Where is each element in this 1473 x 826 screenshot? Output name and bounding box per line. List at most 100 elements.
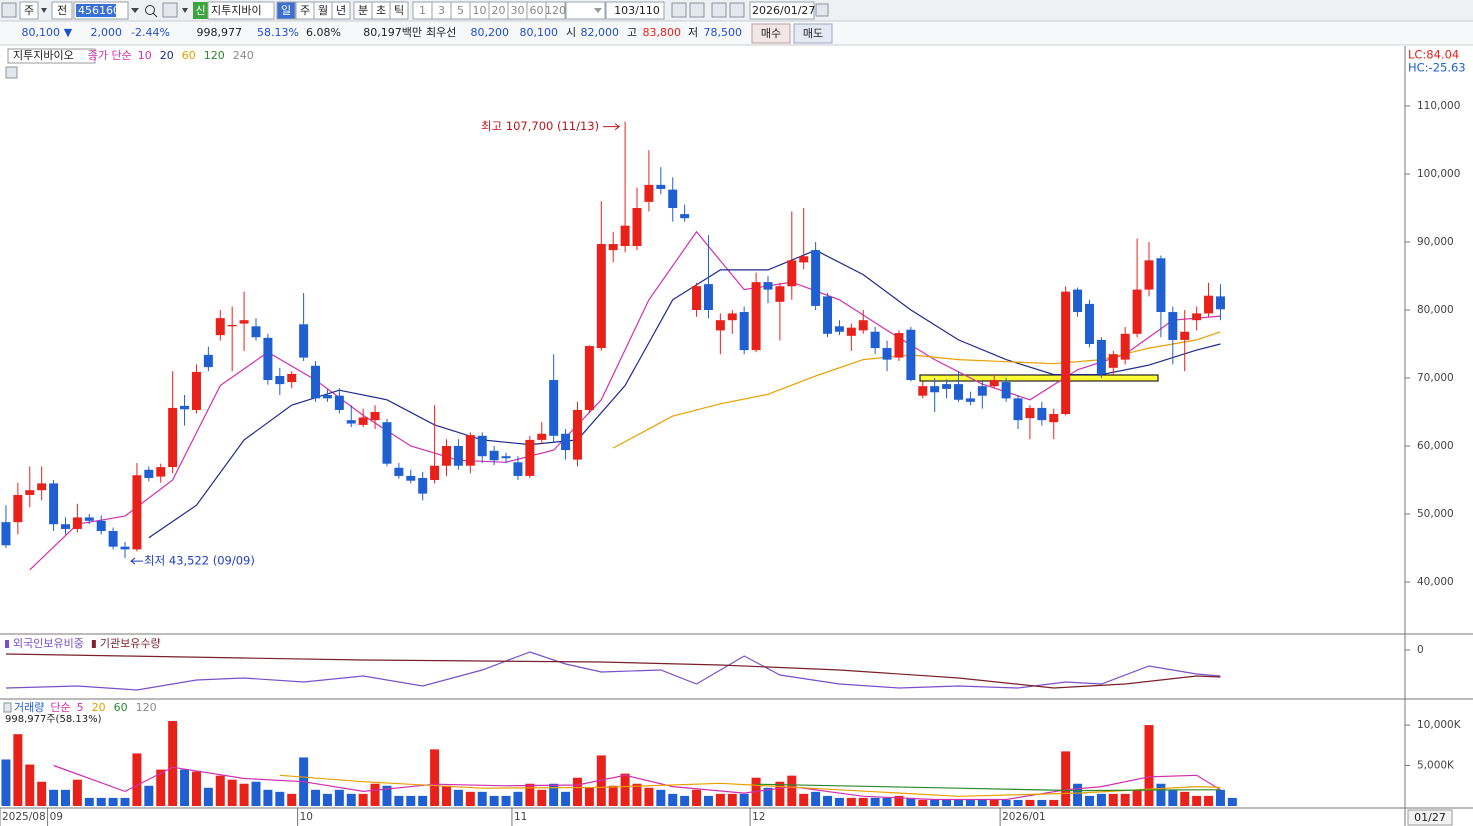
volume-bar (680, 795, 690, 806)
volume-bar (72, 779, 82, 806)
min-arrow (130, 557, 144, 565)
interval-button[interactable] (545, 1, 566, 20)
tool-icon[interactable] (689, 2, 705, 18)
volume-bar (227, 779, 237, 806)
interval[interactable]: 10 (473, 4, 487, 17)
search-icon[interactable] (145, 5, 155, 15)
blank-select[interactable] (565, 1, 606, 20)
period[interactable]: 주 (300, 4, 310, 17)
y-tick-label: 80,000 (1417, 304, 1454, 316)
candle-body (906, 329, 916, 381)
candle-body (632, 207, 642, 247)
chart-title: 지투지바이오 (13, 49, 74, 62)
sell[interactable]: 매도 (803, 27, 823, 40)
sound-icon[interactable] (162, 2, 178, 18)
dropdown[interactable] (41, 8, 47, 13)
buy[interactable]: 매수 (761, 27, 781, 40)
volume-bar (1, 759, 11, 806)
settings-icon[interactable] (729, 2, 745, 18)
legend-entry: 240 (233, 49, 254, 62)
market-box[interactable] (19, 1, 39, 20)
menu-icon[interactable] (1, 2, 17, 18)
date-box[interactable] (749, 1, 815, 20)
period-button[interactable] (276, 1, 296, 20)
tool-icon[interactable] (671, 2, 687, 18)
volume-bar (1073, 783, 1083, 806)
candle-body (751, 282, 761, 351)
hc-label: HC:-25.63 (1408, 61, 1466, 75)
scope-box[interactable] (51, 1, 73, 20)
candle-body (489, 450, 499, 461)
period[interactable]: 일 (281, 3, 291, 17)
interval[interactable]: 5 (457, 4, 464, 17)
volume-bar (334, 789, 344, 806)
candle-body (1001, 382, 1011, 399)
scope[interactable]: 전 (57, 4, 67, 17)
y-tick-label: 50,000 (1417, 508, 1454, 520)
volume-bar (251, 781, 261, 806)
dropdown[interactable] (182, 8, 188, 13)
candle-body (715, 320, 725, 331)
ma-label: 종가 단순 (88, 49, 132, 62)
tool-icon[interactable] (711, 2, 727, 18)
calendar-icon[interactable] (815, 3, 829, 17)
candle-body (382, 422, 392, 464)
volume-bar (406, 795, 416, 806)
buy-button[interactable] (751, 23, 791, 44)
dropdown[interactable] (594, 8, 602, 13)
stock-name: 지투지바이 (211, 4, 262, 17)
period[interactable]: 분 (358, 4, 368, 17)
period-button[interactable] (331, 1, 351, 20)
volume-bar (572, 777, 582, 806)
cursor-date-box (1407, 809, 1453, 826)
candle-body (561, 433, 571, 451)
turnover: 6.08% (306, 26, 341, 39)
volume-bar (1120, 793, 1130, 806)
x-tick-label: 12 (752, 811, 765, 823)
dropdown[interactable] (131, 8, 139, 13)
period[interactable]: 초 (376, 4, 386, 17)
sell-button[interactable] (793, 23, 833, 44)
volume-bar (37, 781, 47, 806)
x-tick-label: 2026/01 (1002, 811, 1046, 823)
volume-bar (1025, 799, 1035, 806)
date[interactable]: 2026/01/27 (752, 4, 815, 17)
candle-body (1120, 333, 1130, 360)
market[interactable]: 주 (24, 4, 34, 17)
low: 78,500 (704, 26, 743, 39)
candle-body (60, 524, 70, 529)
panel-icon[interactable] (3, 702, 12, 713)
candle-body (882, 348, 892, 360)
candle-body (96, 520, 106, 532)
legend-entry: 기관보유수량 (100, 637, 161, 650)
candle-body (239, 320, 249, 324)
volume-bar (1132, 789, 1142, 806)
interval[interactable]: 3 (438, 4, 445, 17)
volume-bar (799, 793, 809, 806)
candle-body (549, 380, 559, 436)
period-button[interactable] (389, 1, 409, 20)
interval[interactable]: 120 (545, 4, 566, 17)
stock-code[interactable]: 456160 (78, 4, 120, 17)
x-tick-label: 09 (50, 811, 63, 823)
count: 103/110 (614, 4, 660, 17)
period[interactable]: 월 (318, 4, 328, 17)
interval[interactable]: 30 (511, 4, 525, 17)
candle-body (918, 386, 928, 396)
interval[interactable]: 20 (492, 4, 506, 17)
volume-bar (358, 793, 368, 806)
moving-average (5, 651, 1221, 691)
period[interactable]: 년 (336, 4, 346, 17)
interval[interactable]: 1 (419, 4, 426, 17)
period[interactable]: 틱 (394, 4, 404, 17)
volume-bar (132, 753, 142, 806)
volume-bar (263, 789, 273, 806)
candle-body (680, 214, 690, 219)
interval[interactable]: 60 (530, 4, 544, 17)
candle-body (668, 189, 678, 208)
panel-icon[interactable] (5, 66, 18, 79)
moving-average (756, 783, 1221, 792)
candle-body (1180, 331, 1190, 340)
moving-average (148, 249, 1221, 539)
